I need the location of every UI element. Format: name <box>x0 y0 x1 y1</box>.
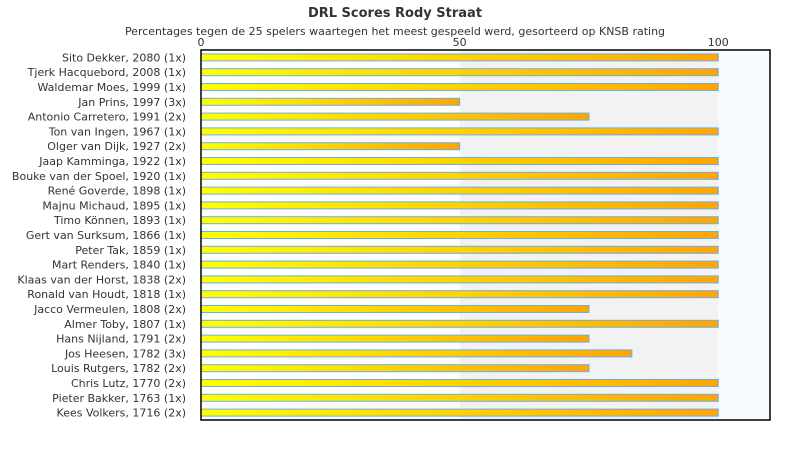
bar <box>200 319 719 328</box>
bar <box>200 68 719 77</box>
category-label: Jacco Vermeulen, 1808 (2x) <box>33 303 186 316</box>
bar <box>200 245 719 254</box>
category-label: Hans Nijland, 1791 (2x) <box>56 333 186 346</box>
x-tick-label: 0 <box>198 36 205 49</box>
bar <box>200 171 719 180</box>
bar <box>200 334 590 343</box>
category-label: Olger van Dijk, 1927 (2x) <box>47 140 186 153</box>
bar <box>200 275 719 284</box>
category-label: Jaap Kamminga, 1922 (1x) <box>38 155 186 168</box>
bar <box>200 379 719 387</box>
bar <box>200 364 590 373</box>
category-label: Chris Lutz, 1770 (2x) <box>71 377 186 390</box>
category-label: Peter Tak, 1859 (1x) <box>75 244 186 257</box>
bar <box>200 231 719 239</box>
category-label: Timo Können, 1893 (1x) <box>53 214 186 227</box>
bar <box>200 408 719 417</box>
category-label: Mart Renders, 1840 (1x) <box>52 259 186 272</box>
category-label: Pieter Bakker, 1763 (1x) <box>52 392 186 405</box>
bar <box>200 393 719 402</box>
bar <box>200 201 719 210</box>
category-label: Gert van Surksum, 1866 (1x) <box>26 229 186 242</box>
bar <box>200 216 719 225</box>
bar <box>200 186 719 195</box>
category-label: Bouke van der Spoel, 1920 (1x) <box>12 170 186 183</box>
x-tick-label: 100 <box>708 36 729 49</box>
category-label: Klaas van der Horst, 1838 (2x) <box>17 273 186 286</box>
category-label: Majnu Michaud, 1895 (1x) <box>42 199 186 212</box>
chart-subtitle: Percentages tegen de 25 spelers waartege… <box>124 25 666 38</box>
bar <box>200 260 719 269</box>
plot-band-high <box>718 50 770 420</box>
x-tick-label: 50 <box>453 36 467 49</box>
chart-title: DRL Scores Rody Straat <box>307 6 483 21</box>
bar <box>200 142 461 151</box>
category-label: Kees Volkers, 1716 (2x) <box>57 407 186 420</box>
category-label: René Goverde, 1898 (1x) <box>48 185 186 198</box>
category-label: Ton van Ingen, 1967 (1x) <box>48 125 186 138</box>
category-label: Jan Prins, 1997 (3x) <box>77 96 186 109</box>
bar <box>200 349 633 358</box>
category-label: Jos Heesen, 1782 (3x) <box>64 347 186 360</box>
category-label: Tjerk Hacquebord, 2008 (1x) <box>27 66 186 79</box>
category-label: Waldemar Moes, 1999 (1x) <box>38 81 187 94</box>
bar <box>200 83 719 91</box>
bar <box>200 53 719 62</box>
bar <box>200 127 719 136</box>
category-label: Sito Dekker, 2080 (1x) <box>62 51 186 64</box>
category-label: Louis Rutgers, 1782 (2x) <box>51 362 186 375</box>
plot-border <box>200 49 771 421</box>
category-label: Ronald van Houdt, 1818 (1x) <box>27 288 186 301</box>
bar <box>200 290 719 299</box>
bar <box>200 97 461 106</box>
bar <box>200 112 590 121</box>
bar <box>200 157 719 165</box>
bar <box>200 305 590 313</box>
category-label: Almer Toby, 1807 (1x) <box>64 318 186 331</box>
category-label: Antonio Carretero, 1991 (2x) <box>28 111 186 124</box>
